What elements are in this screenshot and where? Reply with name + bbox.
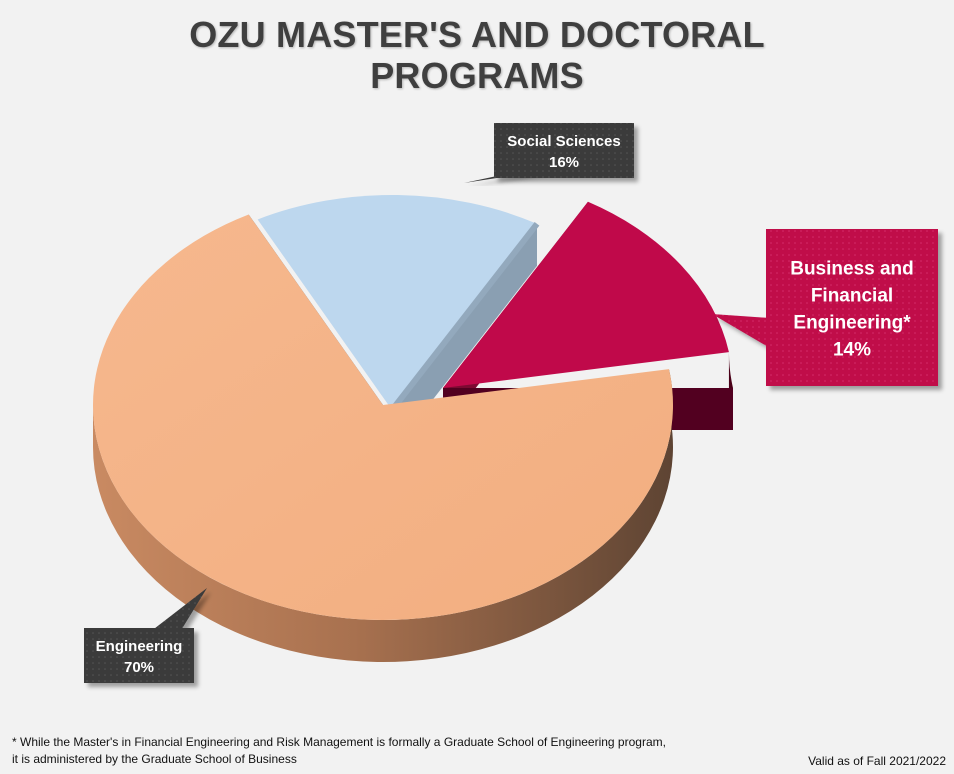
callout-business-box (766, 229, 938, 386)
callout-business-text-1: Business and (790, 259, 914, 280)
callout-social-sciences-box (494, 123, 634, 178)
callout-layer: Social Sciences 16% Business and Financial E… (84, 123, 938, 683)
chart-title-line-2: PROGRAMS (370, 55, 584, 96)
callout-business-text-2: Financial (811, 286, 893, 307)
callout-social-sciences-text-1: Social Sciences (507, 133, 620, 150)
callout-social-sciences-text-2: 16% (549, 154, 579, 171)
callout-business-text-3: Engineering* (793, 313, 911, 334)
business-slice (443, 201, 729, 388)
callout-engineering-pointer (150, 588, 207, 632)
callout-business-pointer (712, 314, 770, 348)
callout-business: Business and Financial Engineering* 14% (712, 229, 938, 386)
chart-title: OZU MASTER'S AND DOCTORAL PROGRAMS (0, 14, 954, 96)
pie-layer (92, 195, 733, 662)
callout-engineering-text-2: 70% (124, 659, 154, 676)
footnote: * While the Master's in Financial Engine… (12, 734, 666, 768)
validity-note: Valid as of Fall 2021/2022 (808, 754, 946, 768)
footnote-line-2: it is administered by the Graduate Schoo… (12, 752, 297, 766)
callout-social-sciences: Social Sciences 16% (464, 123, 634, 183)
footnote-line-1: * While the Master's in Financial Engine… (12, 735, 666, 749)
engineering-slice (92, 214, 674, 620)
chart-title-line-1: OZU MASTER'S AND DOCTORAL (189, 14, 765, 55)
callout-engineering-text-1: Engineering (96, 638, 183, 655)
callout-business-text-4: 14% (833, 340, 871, 361)
social-sciences-slice (257, 195, 537, 410)
social-sciences-cut-face (392, 223, 537, 452)
social-sciences-edge (389, 221, 540, 412)
callout-engineering: Engineering 70% (84, 588, 207, 683)
callout-engineering-box (84, 628, 194, 683)
